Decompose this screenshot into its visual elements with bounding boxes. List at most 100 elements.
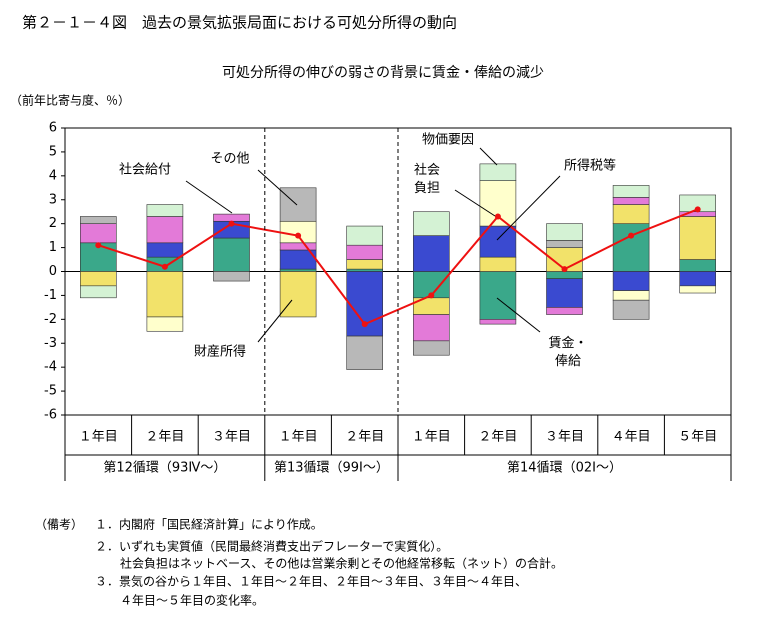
bar-segment	[146, 316, 184, 332]
bar-segment	[612, 197, 650, 205]
bar-segment	[546, 278, 583, 308]
line-point	[628, 232, 635, 239]
bar-segment	[213, 237, 250, 272]
bar-segment	[479, 163, 517, 181]
bar-segment	[612, 299, 650, 320]
annotation-arrow	[479, 147, 498, 166]
annotation-arrow	[257, 299, 293, 343]
bar-segment	[346, 225, 384, 246]
x-tick-label: ２年目	[345, 430, 384, 445]
bar-segment	[346, 335, 384, 370]
bar-segment	[80, 271, 117, 287]
bar-segment	[346, 244, 384, 260]
note: ４年目～５年目の変化率。	[120, 593, 264, 608]
y-tick-label: 6	[49, 121, 57, 136]
bar-segment	[679, 259, 717, 272]
bar-segment	[612, 185, 650, 198]
bar-segment	[412, 340, 450, 356]
y-tick-label: -1	[44, 288, 57, 303]
y-tick-label: -3	[44, 336, 57, 351]
bar-segment	[346, 259, 384, 270]
bar-segment	[479, 271, 517, 320]
bar-segment	[679, 216, 717, 260]
notes-label: （備考）	[35, 517, 83, 532]
line	[97, 208, 699, 326]
group-label: 第14循環（02Ⅰ～）	[507, 461, 622, 476]
x-tick-label: ２年目	[145, 430, 184, 445]
line-point	[694, 206, 701, 213]
annotation: 財産所得	[194, 344, 246, 360]
bar-segment	[213, 271, 250, 282]
bar-segment	[412, 235, 450, 272]
x-tick-label: １年目	[412, 430, 451, 445]
y-tick-label: 3	[49, 192, 57, 207]
bar-segment	[279, 268, 317, 272]
line-point	[361, 321, 368, 328]
line-point	[295, 232, 302, 239]
bar-segment	[80, 285, 117, 299]
bar-segment	[146, 271, 184, 318]
bar-segment	[679, 285, 717, 294]
bar-segment	[546, 307, 583, 315]
bar-segment	[412, 314, 450, 342]
bar-segment	[80, 216, 117, 224]
bar-segment	[279, 187, 317, 222]
annotation-arrow	[454, 189, 496, 217]
x-tick-label: ２年目	[478, 430, 517, 445]
bar-segment	[612, 290, 650, 301]
bar-segment	[546, 223, 583, 241]
annotation-arrow	[185, 180, 233, 214]
annotation: 社会負担	[414, 162, 440, 196]
line-point	[494, 213, 501, 220]
bar-segment	[346, 268, 384, 272]
note: ２．いずれも実質値（民間最終消費支出デフレーターで実質化）。	[95, 539, 448, 554]
annotation-arrow	[257, 169, 298, 206]
y-tick-label: 1	[49, 240, 57, 255]
bar-segment	[146, 242, 184, 258]
y-tick-label: 0	[49, 264, 57, 279]
note: 社会負担はネットベース、その他は営業余剰とその他経常移転（ネット）の合計。	[120, 556, 563, 571]
y-tick-label: -4	[44, 360, 57, 375]
line-point	[161, 263, 168, 270]
x-tick-label: ４年目	[612, 430, 651, 445]
y-axis-label: （前年比寄与度、％）	[10, 93, 130, 108]
note: ３．景気の谷から１年目、１年目～２年目、２年目～３年目、３年目～４年目、	[95, 574, 527, 589]
group-label: 第12循環（93Ⅳ～）	[103, 461, 226, 476]
bar-segment	[479, 319, 517, 325]
x-tick-label: ３年目	[212, 430, 251, 445]
y-tick-label: 2	[49, 216, 57, 231]
bar-segment	[612, 271, 650, 291]
annotation: 所得税等	[564, 158, 616, 174]
annotation: 賃金・俸給	[548, 335, 587, 369]
annotation: 社会給付	[119, 162, 171, 178]
x-tick-label: １年目	[79, 430, 118, 445]
y-tick-label: -6	[44, 408, 57, 423]
bar-segment	[546, 240, 583, 248]
annotation-arrow	[496, 175, 561, 241]
x-tick-label: ５年目	[678, 430, 717, 445]
chart-subtitle: 可処分所得の伸びの弱さの背景に賃金・俸給の減少	[222, 64, 544, 81]
bar-segment	[146, 216, 184, 244]
bar-segment	[679, 271, 717, 287]
line-point	[95, 242, 102, 249]
group-label: 第13循環（99Ⅰ～）	[274, 461, 389, 476]
annotation: 物価要因	[422, 133, 474, 148]
y-tick-label: 5	[49, 144, 57, 159]
bar-segment	[612, 204, 650, 224]
y-tick-label: -2	[44, 312, 57, 327]
x-tick-label: １年目	[279, 430, 318, 445]
line-point	[228, 220, 235, 227]
x-tick-label: ３年目	[545, 430, 584, 445]
bar-segment	[279, 271, 317, 318]
note: １．内閣府「国民経済計算」により作成。	[95, 517, 323, 532]
line-point	[428, 292, 435, 299]
bar-segment	[546, 271, 583, 279]
y-tick-label: -5	[44, 384, 57, 399]
annotation-arrow	[496, 297, 541, 333]
chart-title: 第２－１－４図 過去の景気拡張局面における可処分所得の動向	[22, 14, 457, 32]
bar-segment	[213, 213, 250, 222]
annotation: その他	[210, 152, 249, 167]
line-point	[561, 266, 568, 273]
bar-segment	[412, 211, 450, 236]
